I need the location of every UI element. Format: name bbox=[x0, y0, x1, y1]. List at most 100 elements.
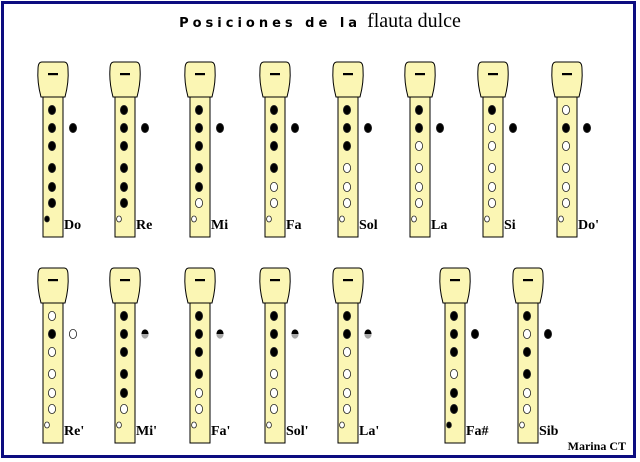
mouthpiece-window bbox=[120, 73, 130, 76]
finger-hole-2 bbox=[47, 123, 56, 134]
bell-hole bbox=[266, 421, 272, 429]
finger-hole-3 bbox=[194, 141, 203, 152]
chart-title: Posiciones de la flauta dulce bbox=[0, 10, 640, 33]
bell-hole bbox=[411, 215, 417, 223]
thumb-hole bbox=[215, 123, 224, 134]
finger-hole-4 bbox=[269, 163, 278, 174]
finger-hole-1 bbox=[449, 311, 458, 322]
finger-hole-4 bbox=[487, 163, 496, 174]
recorder-head bbox=[37, 61, 69, 98]
bell-hole bbox=[116, 215, 122, 223]
note-label: Do bbox=[64, 218, 81, 233]
finger-hole-6 bbox=[47, 197, 56, 208]
finger-hole-1 bbox=[342, 311, 351, 322]
finger-hole-5 bbox=[487, 182, 496, 193]
bell-hole bbox=[519, 421, 525, 429]
bell-hole bbox=[558, 215, 564, 223]
mouthpiece-window bbox=[562, 73, 572, 76]
recorder-head bbox=[184, 267, 216, 304]
thumb-hole bbox=[290, 123, 299, 134]
finger-hole-5 bbox=[561, 182, 570, 193]
finger-hole-3 bbox=[119, 141, 128, 152]
thumb-hole bbox=[140, 123, 149, 134]
recorder-head bbox=[184, 61, 216, 98]
finger-hole-2 bbox=[119, 123, 128, 134]
finger-hole-1 bbox=[194, 311, 203, 322]
finger-hole-3 bbox=[269, 141, 278, 152]
mouthpiece-window bbox=[270, 279, 280, 282]
finger-hole-2 bbox=[119, 329, 128, 340]
finger-hole-4 bbox=[522, 369, 531, 380]
finger-hole-4 bbox=[269, 369, 278, 380]
finger-hole-3 bbox=[487, 141, 496, 152]
finger-hole-1 bbox=[119, 105, 128, 116]
finger-hole-1 bbox=[47, 105, 56, 116]
finger-hole-4 bbox=[119, 163, 128, 174]
finger-hole-5 bbox=[119, 182, 128, 193]
note-label: Sol bbox=[359, 218, 378, 233]
note-label: Fa# bbox=[466, 424, 489, 439]
recorder-0-0: Do bbox=[37, 61, 118, 242]
recorder-0-5: La bbox=[404, 61, 485, 242]
note-label: Sol' bbox=[286, 424, 309, 439]
thumb-hole bbox=[291, 329, 299, 339]
bell-hole bbox=[266, 215, 272, 223]
mouthpiece-window bbox=[120, 279, 130, 282]
finger-hole-3 bbox=[449, 347, 458, 358]
finger-hole-6 bbox=[269, 197, 278, 208]
finger-hole-6 bbox=[194, 403, 203, 414]
finger-hole-1 bbox=[269, 105, 278, 116]
finger-hole-5 bbox=[269, 182, 278, 193]
recorder-head bbox=[332, 61, 364, 98]
finger-hole-4 bbox=[449, 369, 458, 380]
finger-hole-2 bbox=[449, 329, 458, 340]
finger-hole-4 bbox=[119, 369, 128, 380]
finger-hole-3 bbox=[119, 347, 128, 358]
mouthpiece-window bbox=[488, 73, 498, 76]
recorder-head bbox=[332, 267, 364, 304]
finger-hole-3 bbox=[269, 347, 278, 358]
author-credit: Marina CT bbox=[567, 439, 626, 453]
thumb-hole bbox=[216, 329, 224, 339]
note-label: Re' bbox=[64, 424, 84, 439]
mouthpiece-window bbox=[48, 73, 58, 76]
thumb-hole bbox=[364, 329, 372, 339]
recorder-head bbox=[551, 61, 583, 98]
finger-hole-3 bbox=[522, 347, 531, 358]
finger-hole-4 bbox=[194, 369, 203, 380]
mouthpiece-window bbox=[523, 279, 533, 282]
bell-hole bbox=[339, 421, 345, 429]
mouthpiece-window bbox=[415, 73, 425, 76]
finger-hole-5 bbox=[269, 388, 278, 399]
finger-hole-5 bbox=[47, 388, 56, 399]
recorder-1-4: La' bbox=[332, 267, 413, 448]
recorder-0-2: Mi bbox=[184, 61, 265, 242]
recorder-head bbox=[37, 267, 69, 304]
finger-hole-1 bbox=[47, 311, 56, 322]
thumb-hole bbox=[508, 123, 517, 134]
note-label: Si bbox=[504, 218, 516, 233]
finger-hole-2 bbox=[487, 123, 496, 134]
recorder-0-6: Si bbox=[477, 61, 558, 242]
finger-hole-5 bbox=[119, 388, 128, 399]
finger-hole-4 bbox=[47, 163, 56, 174]
finger-hole-2 bbox=[194, 123, 203, 134]
mouthpiece-window bbox=[48, 279, 58, 282]
finger-hole-3 bbox=[194, 347, 203, 358]
finger-hole-5 bbox=[194, 182, 203, 193]
bell-hole bbox=[484, 215, 490, 223]
mouthpiece-window bbox=[343, 73, 353, 76]
thumb-hole bbox=[141, 329, 149, 339]
recorder-1-1: Mi' bbox=[109, 267, 190, 448]
note-label: Fa' bbox=[211, 424, 230, 439]
finger-hole-6 bbox=[342, 197, 351, 208]
note-label: Mi' bbox=[136, 424, 157, 439]
finger-hole-4 bbox=[194, 163, 203, 174]
recorder-head bbox=[477, 61, 509, 98]
title-part2: flauta dulce bbox=[367, 10, 461, 32]
mouthpiece-window bbox=[450, 279, 460, 282]
finger-hole-6 bbox=[269, 403, 278, 414]
mouthpiece-window bbox=[195, 73, 205, 76]
